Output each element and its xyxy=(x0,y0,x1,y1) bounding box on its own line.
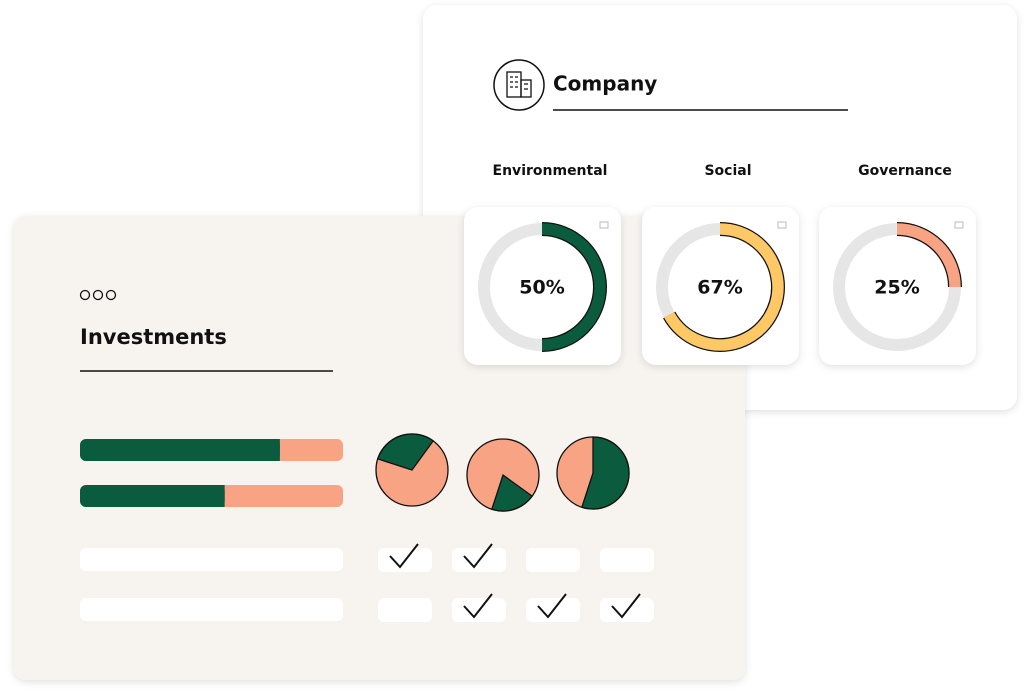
building-icon xyxy=(506,71,532,98)
company-title: Company xyxy=(553,72,657,96)
check-cell xyxy=(600,548,654,572)
gauge-icon xyxy=(599,221,609,229)
placeholder-row xyxy=(80,548,343,571)
window-dots xyxy=(79,289,117,301)
check-mark xyxy=(611,593,641,619)
check-cell xyxy=(378,598,432,622)
check-mark xyxy=(463,543,493,569)
gauge-value: 25% xyxy=(874,277,919,299)
pie-slice xyxy=(376,433,435,471)
investments-card: Investments xyxy=(14,216,745,680)
metric-label: Environmental xyxy=(493,163,608,179)
gauge-arc xyxy=(541,223,606,351)
bar-share xyxy=(80,485,225,507)
placeholder-row xyxy=(80,598,343,621)
investments-title: Investments xyxy=(80,325,227,349)
check-mark xyxy=(537,593,567,619)
check-mark xyxy=(463,593,493,619)
bar-share-edge xyxy=(216,485,225,507)
check-cell xyxy=(526,548,580,572)
gauge-icon xyxy=(777,221,787,229)
gauge-value: 50% xyxy=(519,277,564,299)
company-icon xyxy=(493,59,545,111)
metric-label: Governance xyxy=(858,163,952,179)
gauge-arc xyxy=(896,223,961,288)
check-mark xyxy=(389,543,419,569)
gauge-arc xyxy=(664,223,784,351)
bar-share xyxy=(80,439,280,461)
pie-slice xyxy=(491,473,534,512)
gauge-icon xyxy=(954,221,964,229)
gauge-value: 67% xyxy=(697,277,742,299)
pie-slice xyxy=(581,436,630,510)
bar-share-edge xyxy=(271,439,280,461)
gauges: 50% 67% 25% xyxy=(464,207,976,365)
metric-label: Social xyxy=(704,163,751,179)
